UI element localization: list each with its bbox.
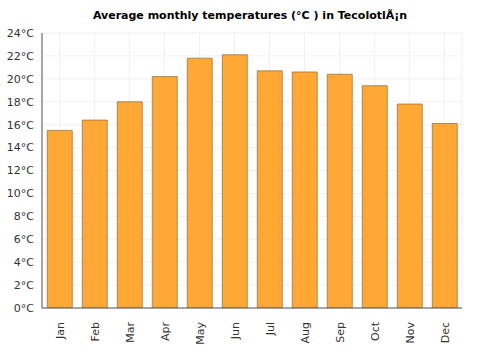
svg-text:16°C: 16°C — [8, 119, 34, 132]
svg-text:Jun: Jun — [229, 322, 242, 340]
svg-text:12°C: 12°C — [8, 164, 34, 177]
svg-text:2°C: 2°C — [14, 279, 34, 292]
svg-text:Apr: Apr — [159, 322, 172, 342]
svg-text:Nov: Nov — [404, 322, 417, 344]
svg-text:Jan: Jan — [54, 322, 67, 340]
svg-text:14°C: 14°C — [8, 141, 34, 154]
svg-text:20°C: 20°C — [8, 73, 34, 86]
svg-text:18°C: 18°C — [8, 96, 34, 109]
svg-text:Feb: Feb — [89, 322, 102, 341]
svg-text:Jul: Jul — [264, 322, 277, 336]
svg-text:10°C: 10°C — [8, 187, 34, 200]
svg-text:Mar: Mar — [124, 322, 137, 343]
svg-text:8°C: 8°C — [14, 210, 34, 223]
svg-text:Sep: Sep — [334, 322, 347, 343]
svg-text:Aug: Aug — [299, 322, 312, 343]
svg-text:0°C: 0°C — [14, 302, 34, 315]
svg-text:Dec: Dec — [439, 322, 452, 343]
svg-text:22°C: 22°C — [8, 50, 34, 63]
svg-text:6°C: 6°C — [14, 233, 34, 246]
html-text:Average monthly temperatures (: Average monthly temperatures (°C ) in Te… — [92, 9, 408, 22]
svg-text:Oct: Oct — [369, 321, 382, 341]
svg-text:May: May — [194, 322, 207, 345]
svg-text:4°C: 4°C — [14, 256, 34, 269]
svg-text:24°C: 24°C — [8, 27, 34, 40]
